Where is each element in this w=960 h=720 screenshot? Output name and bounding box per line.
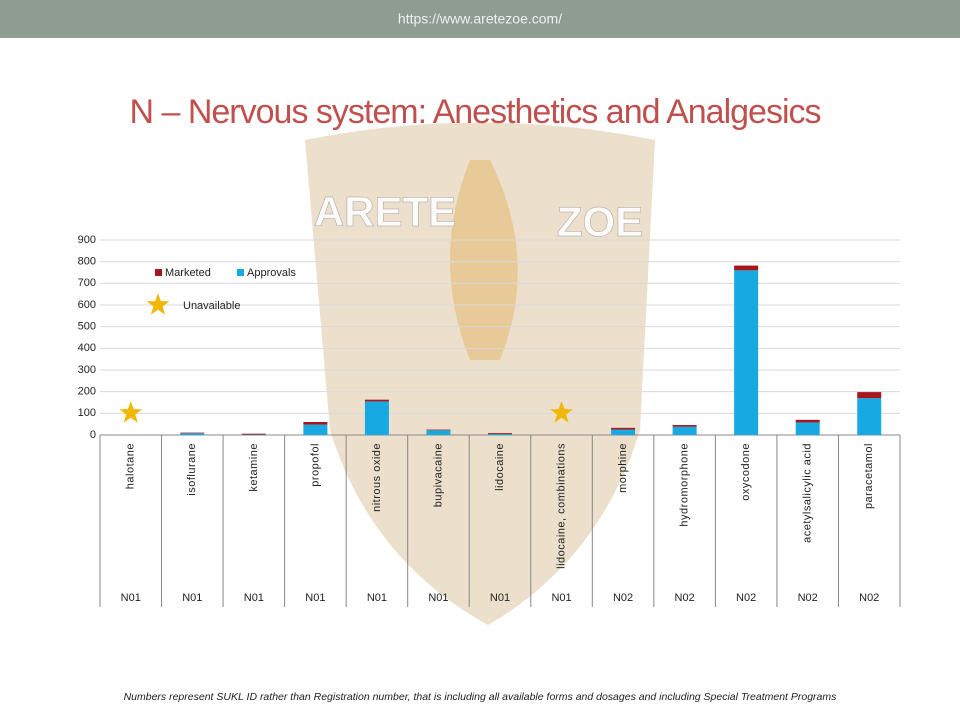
- group-label: N01: [551, 592, 571, 604]
- bar-segment: [488, 433, 512, 434]
- y-tick-label: 100: [78, 407, 96, 419]
- y-tick-label: 500: [78, 321, 96, 333]
- x-tick-label: bupivacaine: [432, 443, 444, 507]
- group-label: N02: [675, 592, 695, 604]
- x-tick-label: acetylsalicylic acid: [802, 443, 814, 543]
- x-tick-label: propofol: [309, 443, 321, 487]
- y-tick-label: 200: [78, 386, 96, 398]
- bar-segment: [672, 426, 697, 435]
- group-label: N01: [121, 592, 141, 604]
- group-label: N01: [305, 592, 325, 604]
- y-tick-label: 600: [78, 299, 96, 311]
- slide-title: N – Nervous system: Anesthetics and Anal…: [129, 93, 820, 131]
- x-tick-label: lidocaine: [494, 443, 506, 491]
- bar-segment: [795, 419, 820, 423]
- x-tick-label: hydromorphone: [679, 443, 691, 527]
- bar-segment: [611, 427, 636, 430]
- bar-segment: [426, 429, 451, 431]
- x-tick-label: halotane: [125, 443, 137, 489]
- watermark-text: ZOE: [557, 198, 643, 245]
- bar-segment: [857, 392, 882, 399]
- legend-label: Marketed: [165, 267, 211, 279]
- bar-segment: [426, 430, 451, 435]
- chart: 0 100 200 300 400 500 600 700 800 900 halotane N01 i…: [78, 234, 901, 607]
- bar-segment: [303, 424, 328, 435]
- watermark-text: ARETE: [314, 188, 456, 235]
- y-tick-label: 800: [78, 256, 96, 268]
- x-tick-label: morphine: [617, 443, 629, 493]
- group-label: N01: [182, 592, 202, 604]
- url[interactable]: https://www.aretezoe.com/: [398, 11, 562, 27]
- group-label: N01: [428, 592, 448, 604]
- group-label: N02: [736, 592, 756, 604]
- watermark-flame: [450, 160, 518, 360]
- x-tick-label: oxycodone: [740, 443, 752, 501]
- bar-segment: [303, 422, 328, 425]
- bar-segment: [241, 433, 266, 435]
- y-tick-label: 700: [78, 277, 96, 289]
- legend-swatch: [237, 269, 244, 276]
- bar-segment: [857, 398, 882, 435]
- legend-label: Unavailable: [183, 300, 240, 312]
- y-tick-label: 300: [78, 364, 96, 376]
- bar-segment: [672, 425, 697, 427]
- group-label: N01: [490, 592, 510, 604]
- top-bar: [0, 0, 960, 38]
- bar-segment: [180, 433, 205, 435]
- bar-segment: [488, 433, 512, 435]
- bar-segment: [180, 432, 205, 434]
- x-tick-label: paracetamol: [863, 443, 875, 509]
- legend-label: Approvals: [247, 267, 296, 279]
- star-marker: [146, 293, 170, 315]
- group-label: N02: [798, 592, 818, 604]
- x-tick-label: ketamine: [248, 443, 260, 492]
- legend-swatch: [155, 269, 162, 276]
- bar-segment: [611, 429, 636, 435]
- y-tick-label: 0: [90, 429, 96, 441]
- y-tick-label: 400: [78, 342, 96, 354]
- bar-segment: [364, 401, 389, 435]
- star-marker: [119, 401, 143, 423]
- x-tick-label: nitrous oxide: [371, 443, 383, 512]
- watermark-shield: [305, 122, 655, 625]
- group-label: N02: [613, 592, 633, 604]
- bar-segment: [734, 270, 759, 435]
- y-tick-label: 900: [78, 234, 96, 246]
- group-label: N01: [367, 592, 387, 604]
- x-tick-label: isoflurane: [186, 443, 198, 496]
- star-marker: [550, 401, 573, 423]
- bar-segment: [795, 422, 820, 435]
- footnote: Numbers represent SUKL ID rather than Re…: [124, 691, 838, 703]
- bar-segment: [734, 265, 759, 271]
- x-tick-label: lidocaine, combinations: [555, 443, 567, 569]
- group-label: N01: [244, 592, 264, 604]
- group-label: N02: [859, 592, 879, 604]
- bar-segment: [364, 399, 389, 402]
